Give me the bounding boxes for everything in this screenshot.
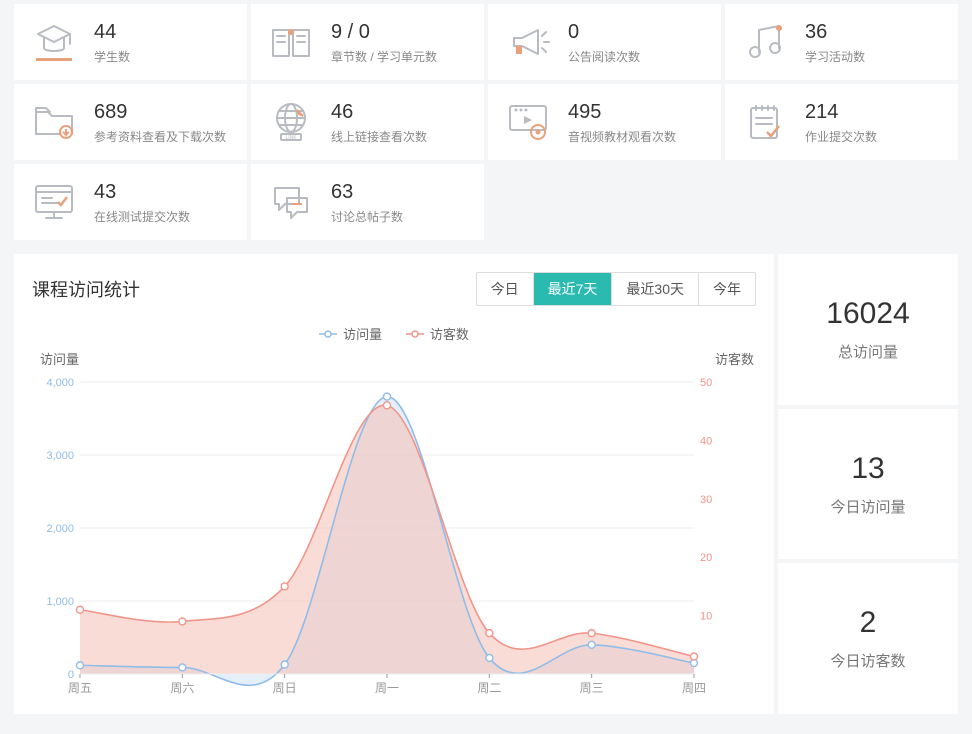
svg-text:周日: 周日 <box>273 681 297 695</box>
svg-text:LINK: LINK <box>285 135 297 141</box>
video-icon <box>502 96 554 148</box>
stat-card: 495 音视频教材观看次数 <box>488 84 721 160</box>
chart-legend: 访问量 访客数 <box>32 324 756 343</box>
svg-text:周六: 周六 <box>170 681 194 695</box>
stat-label: 章节数 / 学习单元数 <box>331 48 437 65</box>
stat-card: 689 参考资料查看及下载次数 <box>14 84 247 160</box>
stat-value: 43 <box>94 180 190 204</box>
range-tab[interactable]: 最近30天 <box>611 273 698 305</box>
svg-text:50: 50 <box>700 377 712 389</box>
stat-value: 44 <box>94 20 130 44</box>
side-stat-card: 16024 总访问量 <box>778 254 958 405</box>
book-icon <box>265 16 317 68</box>
svg-text:10: 10 <box>700 611 712 623</box>
svg-text:周四: 周四 <box>682 681 706 695</box>
range-tab[interactable]: 最近7天 <box>533 273 612 305</box>
megaphone-icon <box>502 16 554 68</box>
stat-value: 214 <box>805 100 877 124</box>
svg-text:0: 0 <box>68 669 74 681</box>
svg-text:周三: 周三 <box>580 681 604 695</box>
globe-icon: LINK <box>265 96 317 148</box>
stat-value: 495 <box>568 100 676 124</box>
stat-label: 线上链接查看次数 <box>331 128 427 145</box>
stat-card: LINK 46 线上链接查看次数 <box>251 84 484 160</box>
svg-text:2,000: 2,000 <box>46 523 74 535</box>
legend-swatch-visitors <box>406 329 424 339</box>
student-icon <box>28 16 80 68</box>
svg-text:40: 40 <box>700 435 712 447</box>
range-tab[interactable]: 今年 <box>698 273 755 305</box>
visits-chart: 0 1,000 2,000 3,000 4,000 10 20 30 40 50 周五 周六 周日 周一 周… <box>32 372 732 702</box>
side-stat-value: 13 <box>851 452 884 486</box>
svg-text:20: 20 <box>700 552 712 564</box>
stat-card: 214 作业提交次数 <box>725 84 958 160</box>
stat-card: 43 在线测试提交次数 <box>14 164 247 240</box>
stat-label: 公告阅读次数 <box>568 48 640 65</box>
stat-label: 学生数 <box>94 48 130 65</box>
chat-icon <box>265 176 317 228</box>
side-stat-label: 今日访客数 <box>830 650 905 671</box>
side-stat-value: 16024 <box>826 297 909 331</box>
side-stat-value: 2 <box>860 606 877 640</box>
stat-card: 63 讨论总帖子数 <box>251 164 484 240</box>
svg-text:1,000: 1,000 <box>46 596 74 608</box>
side-stat-label: 今日访问量 <box>830 496 905 517</box>
stat-label: 参考资料查看及下载次数 <box>94 128 226 145</box>
chart-title: 课程访问统计 <box>32 276 140 302</box>
range-tabs: 今日最近7天最近30天今年 <box>476 272 756 306</box>
chart-area: 0 1,000 2,000 3,000 4,000 10 20 30 40 50 周五 周六 周日 周一 周… <box>32 372 756 702</box>
stat-value: 0 <box>568 20 640 44</box>
chart-panel: 课程访问统计 今日最近7天最近30天今年 访问量 访客数 访问量 访客数 0 1,… <box>14 254 774 714</box>
folder-icon <box>28 96 80 148</box>
stat-label: 作业提交次数 <box>805 128 877 145</box>
notepad-icon <box>739 96 791 148</box>
monitor-icon <box>28 176 80 228</box>
svg-text:周二: 周二 <box>477 681 501 695</box>
side-stat-label: 总访问量 <box>838 341 898 362</box>
stat-value: 9 / 0 <box>331 20 437 44</box>
svg-text:4,000: 4,000 <box>46 377 74 389</box>
legend-label-visits: 访问量 <box>343 324 382 343</box>
stat-card: 0 公告阅读次数 <box>488 4 721 80</box>
stat-card: 44 学生数 <box>14 4 247 80</box>
stat-value: 63 <box>331 180 403 204</box>
stat-value: 46 <box>331 100 427 124</box>
svg-text:周一: 周一 <box>375 681 399 695</box>
side-stat-card: 2 今日访客数 <box>778 563 958 714</box>
axis-left-title: 访问量 <box>40 349 79 368</box>
stat-value: 689 <box>94 100 226 124</box>
stat-label: 讨论总帖子数 <box>331 208 403 225</box>
stat-card: 36 学习活动数 <box>725 4 958 80</box>
legend-swatch-visits <box>319 329 337 339</box>
music-icon <box>739 16 791 68</box>
side-stat-card: 13 今日访问量 <box>778 409 958 560</box>
range-tab[interactable]: 今日 <box>477 273 533 305</box>
legend-label-visitors: 访客数 <box>430 324 469 343</box>
svg-text:周五: 周五 <box>68 681 92 695</box>
stat-label: 学习活动数 <box>805 48 865 65</box>
stat-card: 9 / 0 章节数 / 学习单元数 <box>251 4 484 80</box>
svg-text:30: 30 <box>700 494 712 506</box>
axis-right-title: 访客数 <box>715 349 754 368</box>
stat-value: 36 <box>805 20 865 44</box>
svg-text:3,000: 3,000 <box>46 450 74 462</box>
stat-label: 在线测试提交次数 <box>94 208 190 225</box>
stat-label: 音视频教材观看次数 <box>568 128 676 145</box>
